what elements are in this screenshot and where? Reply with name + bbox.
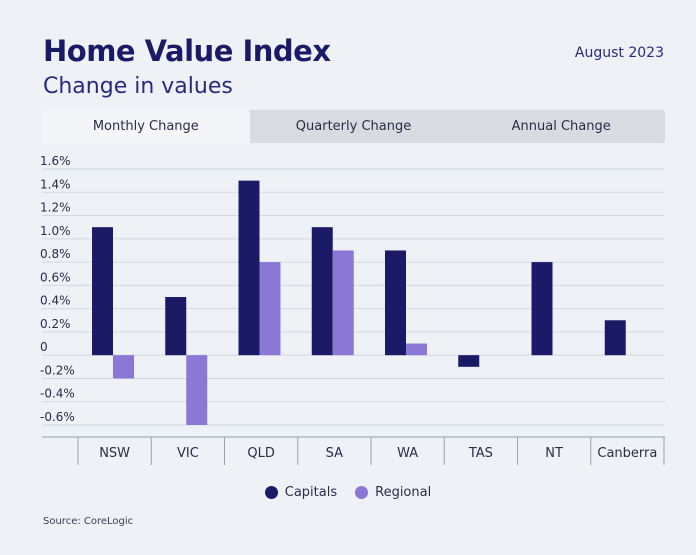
bar-capitals-nt bbox=[531, 262, 553, 356]
legend-label-capitals: Capitals bbox=[284, 485, 338, 500]
page-title: Home Value Index bbox=[43, 34, 331, 68]
bar-capitals-sa bbox=[311, 227, 333, 356]
bar-chart: 1.6% 1.4% 1.2% 1.0% 0.8% 0.6% 0.4% 0.2% 0 -0.2% -0… bbox=[40, 154, 665, 465]
tab-bar: Monthly Change Quarterly Change Annual C… bbox=[42, 110, 665, 143]
bar-capitals-nsw bbox=[92, 227, 113, 356]
y-tick-label: 0.8% bbox=[40, 247, 71, 261]
legend-swatch-capitals bbox=[264, 486, 278, 499]
y-tick-label: -0.6% bbox=[40, 410, 75, 424]
legend-swatch-regional bbox=[355, 486, 369, 499]
y-tick-label: 1.4% bbox=[40, 177, 71, 191]
tab-monthly-change[interactable]: Monthly Change bbox=[42, 110, 250, 143]
y-tick-label: 1.0% bbox=[40, 224, 71, 238]
y-tick-label: -0.2% bbox=[40, 363, 75, 377]
bar-regional-qld bbox=[259, 262, 281, 356]
chart-legend: Capitals Regional bbox=[0, 485, 696, 500]
x-tick-label: Canberra bbox=[597, 446, 657, 461]
y-tick-label: 0.4% bbox=[40, 294, 71, 308]
bar-regional-wa bbox=[406, 343, 427, 356]
bar-capitals-canberra bbox=[604, 320, 626, 356]
x-tick-label: WA bbox=[397, 446, 418, 461]
y-tick-label: 0 bbox=[40, 340, 48, 354]
x-tick-label: VIC bbox=[177, 446, 199, 461]
bar-regional-vic bbox=[186, 355, 208, 425]
source-note: Source: CoreLogic bbox=[43, 516, 134, 527]
x-tick-label: QLD bbox=[247, 446, 275, 461]
legend-item-regional[interactable]: Regional bbox=[355, 485, 431, 500]
x-tick-label: NSW bbox=[99, 446, 130, 461]
bar-capitals-wa bbox=[385, 250, 406, 356]
x-tick-label: NT bbox=[545, 446, 563, 461]
y-tick-label: -0.4% bbox=[40, 387, 75, 401]
bar-regional-nsw bbox=[113, 355, 134, 379]
legend-item-capitals[interactable]: Capitals bbox=[264, 485, 338, 500]
x-tick-label: SA bbox=[326, 446, 343, 461]
y-tick-label: 1.6% bbox=[40, 154, 71, 168]
page-subtitle: Change in values bbox=[43, 74, 233, 99]
y-tick-label: 0.2% bbox=[40, 317, 71, 331]
bar-capitals-vic bbox=[165, 297, 187, 356]
y-tick-label: 1.2% bbox=[40, 201, 71, 215]
bar-regional-sa bbox=[332, 250, 354, 356]
y-tick-label: 0.6% bbox=[40, 270, 71, 284]
report-date: August 2023 bbox=[574, 45, 664, 61]
x-tick-label: TAS bbox=[468, 446, 493, 461]
bar-capitals-qld bbox=[238, 180, 260, 356]
bar-capitals-tas bbox=[458, 355, 480, 367]
legend-label-regional: Regional bbox=[375, 485, 432, 500]
tab-annual-change[interactable]: Annual Change bbox=[511, 119, 611, 134]
tab-quarterly-change[interactable]: Quarterly Change bbox=[295, 119, 412, 134]
